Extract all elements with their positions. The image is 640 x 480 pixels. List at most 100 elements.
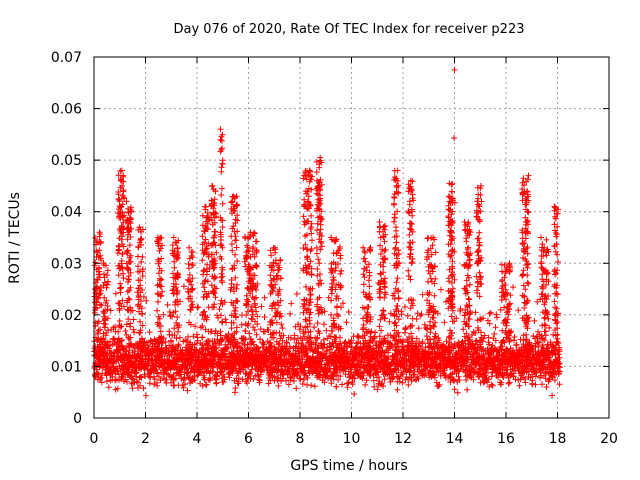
data-point (188, 281, 195, 288)
data-point (116, 196, 123, 203)
data-point (115, 272, 122, 279)
data-point (321, 321, 327, 328)
data-point (216, 306, 223, 313)
data-point (351, 391, 358, 397)
data-point (285, 381, 292, 388)
data-point (171, 325, 178, 332)
data-point (361, 255, 368, 262)
data-point (124, 378, 130, 385)
data-point (199, 233, 206, 240)
data-point (234, 339, 241, 346)
data-point (157, 328, 164, 335)
data-point (133, 369, 140, 376)
data-point (129, 349, 136, 356)
data-point (154, 307, 161, 314)
data-point (291, 332, 298, 339)
data-point (304, 253, 311, 260)
data-point (192, 323, 199, 330)
data-point (146, 380, 153, 387)
data-point (295, 340, 302, 347)
data-point (136, 330, 143, 337)
data-point (92, 259, 99, 266)
data-point (128, 375, 135, 382)
data-point (370, 377, 377, 384)
data-point (486, 310, 493, 317)
data-point (258, 303, 265, 310)
data-point (218, 274, 225, 281)
data-point (277, 257, 284, 263)
data-point (381, 238, 388, 245)
data-point (256, 377, 263, 384)
data-point (377, 270, 384, 277)
data-point (395, 295, 402, 302)
data-point (218, 192, 225, 198)
data-point (279, 325, 286, 332)
data-point (392, 319, 399, 326)
data-point (315, 256, 322, 263)
data-point (365, 277, 372, 284)
data-point (451, 386, 458, 393)
data-point (138, 374, 145, 381)
data-point (126, 242, 133, 249)
data-point (391, 201, 397, 208)
data-point (130, 316, 137, 323)
data-point (176, 334, 183, 341)
data-point (218, 137, 225, 144)
data-point (210, 364, 217, 371)
data-point (151, 376, 158, 383)
data-point (306, 287, 313, 293)
data-point (307, 291, 314, 298)
data-point (156, 373, 162, 380)
data-point (221, 376, 228, 383)
data-point (147, 374, 154, 381)
data-point (311, 324, 318, 331)
data-point (316, 260, 323, 267)
data-point (242, 235, 249, 242)
data-point (287, 374, 294, 381)
data-point (110, 335, 117, 342)
data-point (163, 376, 170, 383)
data-point (343, 319, 350, 326)
data-point (213, 344, 220, 351)
data-point (404, 312, 411, 319)
data-point (288, 300, 295, 307)
data-point (105, 278, 112, 285)
data-point (511, 334, 518, 340)
data-point (299, 356, 306, 363)
data-point (130, 326, 137, 333)
data-point (232, 251, 239, 258)
data-point (260, 341, 267, 348)
data-point (228, 325, 235, 332)
data-point (145, 361, 152, 368)
data-point (216, 342, 222, 348)
data-point (218, 297, 225, 304)
data-point (179, 382, 186, 389)
data-point (201, 364, 208, 371)
data-point (151, 381, 158, 388)
data-point (405, 381, 412, 388)
data-point (197, 368, 204, 375)
data-point (381, 256, 388, 263)
data-point (539, 381, 545, 388)
data-point (344, 384, 351, 391)
data-point (188, 378, 195, 385)
data-point (232, 237, 239, 244)
data-point (309, 237, 315, 244)
data-point (362, 381, 369, 388)
data-point (311, 383, 318, 390)
data-points (91, 66, 563, 399)
data-point (296, 326, 303, 333)
data-point (261, 294, 268, 301)
data-point (251, 300, 258, 307)
data-point (487, 309, 494, 316)
data-point (103, 378, 110, 385)
data-point (290, 378, 297, 384)
data-point (186, 255, 193, 262)
data-point (187, 359, 194, 366)
data-point (317, 221, 324, 228)
data-point (233, 244, 240, 251)
data-point (244, 244, 251, 251)
data-point (254, 372, 261, 379)
data-point (489, 382, 496, 389)
data-point (219, 273, 226, 280)
